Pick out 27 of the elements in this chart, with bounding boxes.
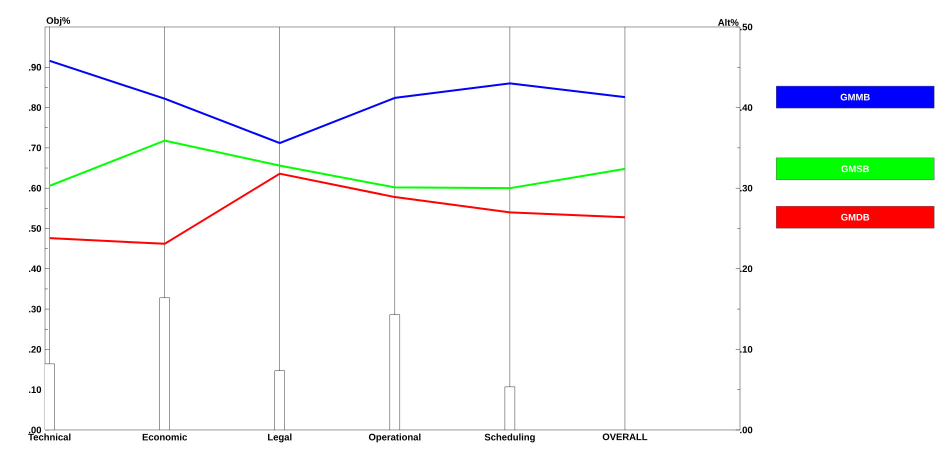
text: GMDB [841, 214, 870, 221]
y-tick-label: .00 [28, 426, 42, 434]
y2-axis-title: Alt% [718, 18, 739, 26]
y-tick-label: .60 [28, 184, 42, 192]
x-tick-label: Economic [142, 434, 188, 440]
text: GMSB [841, 165, 869, 172]
y-tick-label: .70 [28, 144, 42, 152]
y2-tick-label: .10 [740, 346, 752, 353]
y-tick-label: .40 [28, 265, 42, 272]
y2-tick-label: .50 [740, 24, 752, 30]
x-tick-label: Technical [28, 434, 70, 440]
x-tick-label: Legal [268, 434, 292, 442]
y-tick-label: .50 [28, 225, 42, 232]
y2-tick-label: .40 [740, 104, 752, 111]
x-tick-label: Scheduling [484, 434, 535, 442]
y-tick-label: .10 [28, 386, 42, 394]
y2-tick-label: .00 [740, 426, 752, 434]
y-tick-label: .20 [28, 346, 42, 353]
y2-tick-label: .20 [740, 265, 752, 272]
text: GMMB [840, 94, 870, 100]
y2-tick-label: .30 [740, 184, 752, 192]
y-tick-label: .30 [28, 306, 42, 312]
y-tick-label: .90 [28, 64, 42, 71]
y-tick-label: .80 [28, 104, 42, 111]
x-tick-label: Operational [368, 434, 420, 442]
x-tick-label: OVERALL [602, 434, 648, 440]
y-axis-title: Obj% [46, 16, 70, 26]
